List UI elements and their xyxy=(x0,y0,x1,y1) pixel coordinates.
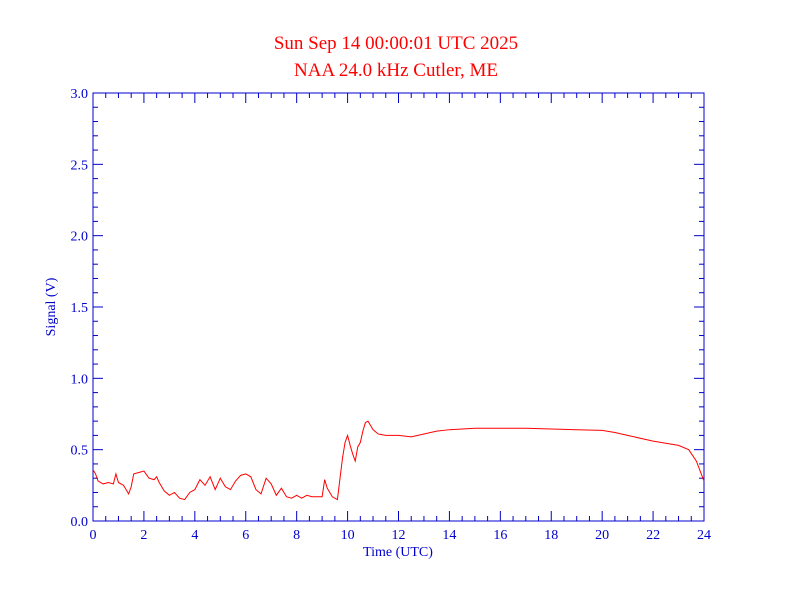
x-axis-tick-labels: 0 2 4 6 8 10 12 14 16 18 20 22 24 xyxy=(90,528,712,543)
y-tick-label: 1.0 xyxy=(71,372,89,387)
y-tick-label: 2.5 xyxy=(71,158,89,173)
y-axis-ticks xyxy=(93,92,704,522)
chart-subtitle: NAA 24.0 kHz Cutler, ME xyxy=(294,60,498,81)
x-tick-label: 0 xyxy=(90,528,97,543)
y-tick-label: 3.0 xyxy=(71,87,89,102)
chart-title: Sun Sep 14 00:00:01 UTC 2025 xyxy=(273,33,519,54)
y-tick-label: 0.0 xyxy=(71,515,89,530)
x-tick-label: 2 xyxy=(140,528,147,543)
x-tick-label: 6 xyxy=(242,528,249,543)
x-axis-label: Time (UTC) xyxy=(363,545,433,560)
y-tick-label: 2.0 xyxy=(71,230,89,245)
x-tick-label: 20 xyxy=(595,528,609,543)
y-tick-label: 1.5 xyxy=(71,301,89,316)
x-axis-ticks xyxy=(92,93,705,521)
x-tick-label: 10 xyxy=(341,528,355,543)
x-tick-label: 4 xyxy=(191,528,198,543)
signal-series-line xyxy=(92,420,705,501)
x-tick-label: 24 xyxy=(697,528,711,543)
y-axis-label: Signal (V) xyxy=(44,277,59,336)
x-tick-label: 8 xyxy=(293,528,300,543)
plot-frame xyxy=(92,92,705,522)
x-tick-label: 22 xyxy=(646,528,660,543)
x-tick-label: 14 xyxy=(442,528,456,543)
y-tick-label: 0.5 xyxy=(71,444,89,459)
x-tick-label: 16 xyxy=(493,528,507,543)
x-tick-label: 18 xyxy=(544,528,558,543)
y-axis-tick-labels: 0.0 0.5 1.0 1.5 2.0 2.5 3.0 xyxy=(71,87,89,530)
x-tick-label: 12 xyxy=(392,528,406,543)
